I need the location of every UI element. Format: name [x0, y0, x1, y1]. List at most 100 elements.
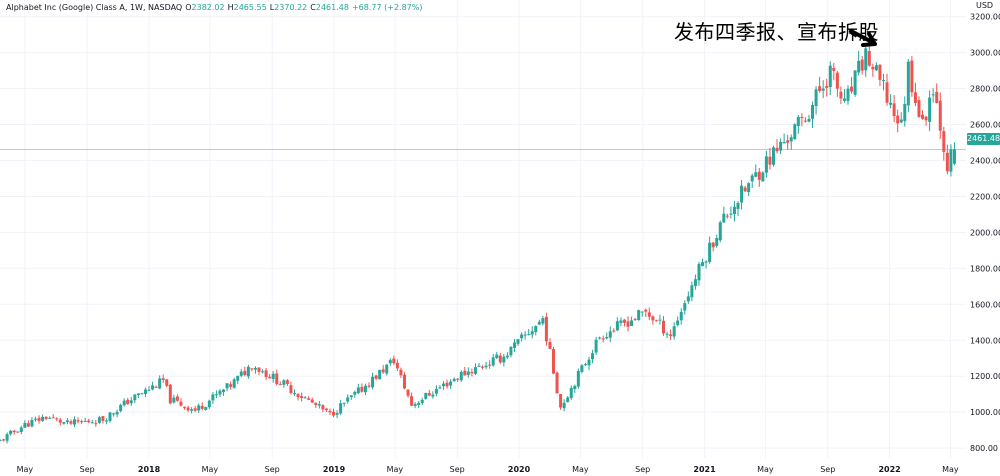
candle	[530, 326, 534, 339]
candle-body	[793, 124, 797, 140]
candle	[580, 364, 584, 374]
y-tick-label: 2200.00	[970, 192, 1000, 201]
candle-body	[200, 405, 204, 409]
candle-body	[530, 331, 534, 335]
candle	[420, 397, 424, 405]
candle	[686, 291, 690, 304]
x-axis: May Sep 2018 May Sep 2019 May Sep 2020 May Sep 2021…	[17, 465, 959, 474]
candle	[214, 390, 218, 399]
candle-body	[282, 380, 286, 385]
candle	[402, 372, 406, 390]
candle-body	[935, 91, 939, 103]
candle-body	[541, 318, 545, 324]
candle-body	[243, 370, 247, 375]
candle	[608, 326, 612, 343]
candle-body	[885, 82, 889, 103]
candle-body	[349, 395, 353, 398]
candle	[626, 316, 630, 332]
candle	[172, 394, 176, 404]
candle	[512, 338, 516, 352]
candle	[679, 308, 683, 325]
candle	[87, 418, 91, 424]
candle	[246, 364, 250, 379]
candle	[51, 414, 55, 419]
candle	[271, 370, 275, 383]
candle	[193, 405, 197, 413]
candle	[587, 356, 591, 371]
candle-body	[484, 365, 488, 368]
candle-body	[225, 383, 229, 389]
candle-body	[931, 94, 935, 96]
candle	[800, 113, 804, 127]
candle-body	[828, 65, 832, 88]
candle-body	[626, 321, 630, 327]
candle-body	[548, 342, 552, 349]
candle	[555, 371, 559, 394]
candle-body	[750, 175, 754, 182]
candle-body	[736, 203, 740, 209]
candle-body	[899, 119, 903, 123]
candle	[62, 421, 66, 425]
candle-body	[846, 88, 850, 101]
candle-body	[0, 439, 2, 441]
candle	[892, 94, 896, 123]
candle-body	[363, 385, 367, 393]
y-tick-label: 2800.00	[970, 85, 1000, 94]
candle	[764, 150, 768, 178]
candle	[19, 425, 23, 435]
candle	[768, 148, 772, 170]
candle-body	[9, 430, 13, 435]
candle-body	[94, 423, 98, 425]
candle-body	[307, 398, 311, 400]
candle-body	[402, 374, 406, 389]
candle-body	[108, 412, 112, 421]
candle	[108, 411, 112, 423]
candle-body	[811, 105, 815, 119]
candle-body	[19, 427, 23, 433]
candle	[449, 379, 453, 389]
candle	[456, 377, 460, 383]
candle-body	[633, 318, 637, 320]
candle	[867, 44, 871, 67]
candle-body	[949, 149, 953, 172]
candle-body	[825, 85, 829, 88]
candle-body	[583, 364, 587, 366]
candle-body	[608, 331, 612, 338]
close-value: 2461.48	[315, 3, 349, 12]
candle	[321, 404, 325, 413]
candle-body	[264, 370, 268, 378]
candle-body	[796, 116, 800, 127]
candle-body	[129, 400, 133, 404]
candle	[126, 397, 130, 405]
candle	[796, 114, 800, 134]
candle	[630, 316, 634, 327]
candle	[697, 261, 701, 286]
candle	[481, 365, 485, 370]
candle-body	[367, 385, 371, 387]
candle-body	[58, 419, 62, 423]
candle	[704, 260, 708, 269]
x-tick-label: May	[387, 465, 404, 474]
candle	[871, 63, 875, 77]
candle	[654, 319, 658, 322]
candle	[864, 45, 868, 77]
candle-body	[360, 386, 364, 392]
candle-body	[289, 385, 293, 393]
candle-body	[679, 311, 683, 321]
candle-body	[317, 404, 321, 406]
x-tick-label: May	[757, 465, 774, 474]
y-tick-label: 800.00	[970, 444, 998, 453]
candle-body	[644, 309, 648, 312]
candle-body	[889, 102, 893, 105]
candle	[523, 331, 527, 340]
candle	[832, 62, 836, 81]
currency-label: USD	[976, 1, 994, 10]
candle	[562, 399, 566, 412]
candle	[303, 395, 307, 399]
candle	[385, 364, 389, 376]
candle	[427, 389, 431, 397]
candle	[65, 418, 69, 425]
candle	[541, 315, 545, 326]
candle	[669, 329, 673, 340]
